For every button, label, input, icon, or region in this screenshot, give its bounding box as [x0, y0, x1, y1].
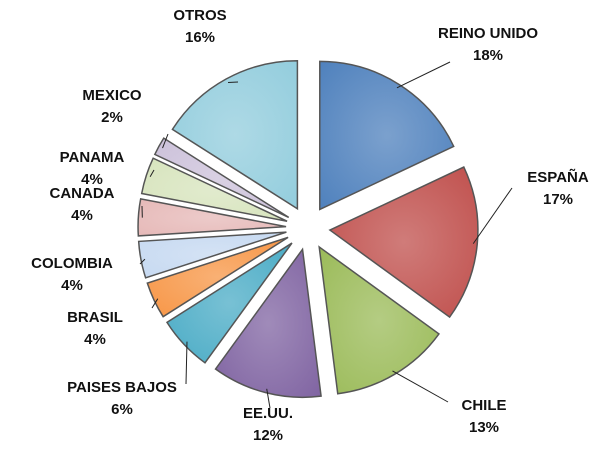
leader-line: [151, 298, 159, 309]
leader-line: [162, 133, 169, 149]
pie-slice: [328, 166, 479, 319]
slice-label: MEXICO: [82, 87, 142, 104]
leader-line: [228, 81, 239, 84]
slice-label: CHILE: [462, 397, 507, 414]
slice-value-label: 6%: [111, 401, 133, 418]
slice-value-label: 13%: [469, 419, 499, 436]
slice-label: BRASIL: [67, 309, 123, 326]
leader-line: [396, 61, 451, 89]
slice-value-label: 17%: [543, 191, 573, 208]
slice-label: EE.UU.: [243, 405, 293, 422]
slice-value-label: 12%: [253, 427, 283, 444]
slice-value-label: 4%: [71, 207, 93, 224]
pie-slice: [137, 231, 287, 279]
pie-slice: [318, 245, 440, 395]
leader-line: [139, 258, 146, 265]
pie-slice: [140, 157, 288, 222]
pie-slice: [146, 236, 289, 318]
leader-line: [185, 341, 188, 385]
leader-line: [149, 169, 155, 177]
slice-label: ESPAÑA: [527, 168, 589, 186]
slice-label: COLOMBIA: [31, 255, 113, 272]
pie-slice: [214, 247, 322, 399]
slice-label: OTROS: [173, 7, 226, 24]
slice-label: REINO UNIDO: [438, 25, 538, 42]
slice-label: CANADA: [50, 185, 115, 202]
pie-slice: [165, 242, 293, 364]
slice-value-label: 2%: [101, 109, 123, 126]
leader-line: [266, 388, 271, 409]
slice-value-label: 4%: [61, 277, 83, 294]
slice-label: PANAMA: [60, 149, 125, 166]
pie-slice: [319, 60, 455, 211]
slice-label: PAISES BAJOS: [67, 379, 177, 396]
slice-value-label: 16%: [185, 29, 215, 46]
slice-value-label: 4%: [84, 331, 106, 348]
slice-value-label: 18%: [473, 47, 503, 64]
pie-slice: [153, 137, 290, 219]
leader-line: [472, 187, 513, 244]
slice-value-label: 4%: [81, 171, 103, 188]
leader-line: [392, 370, 449, 403]
pie-slice: [137, 198, 287, 237]
pie-slice: [171, 59, 299, 211]
